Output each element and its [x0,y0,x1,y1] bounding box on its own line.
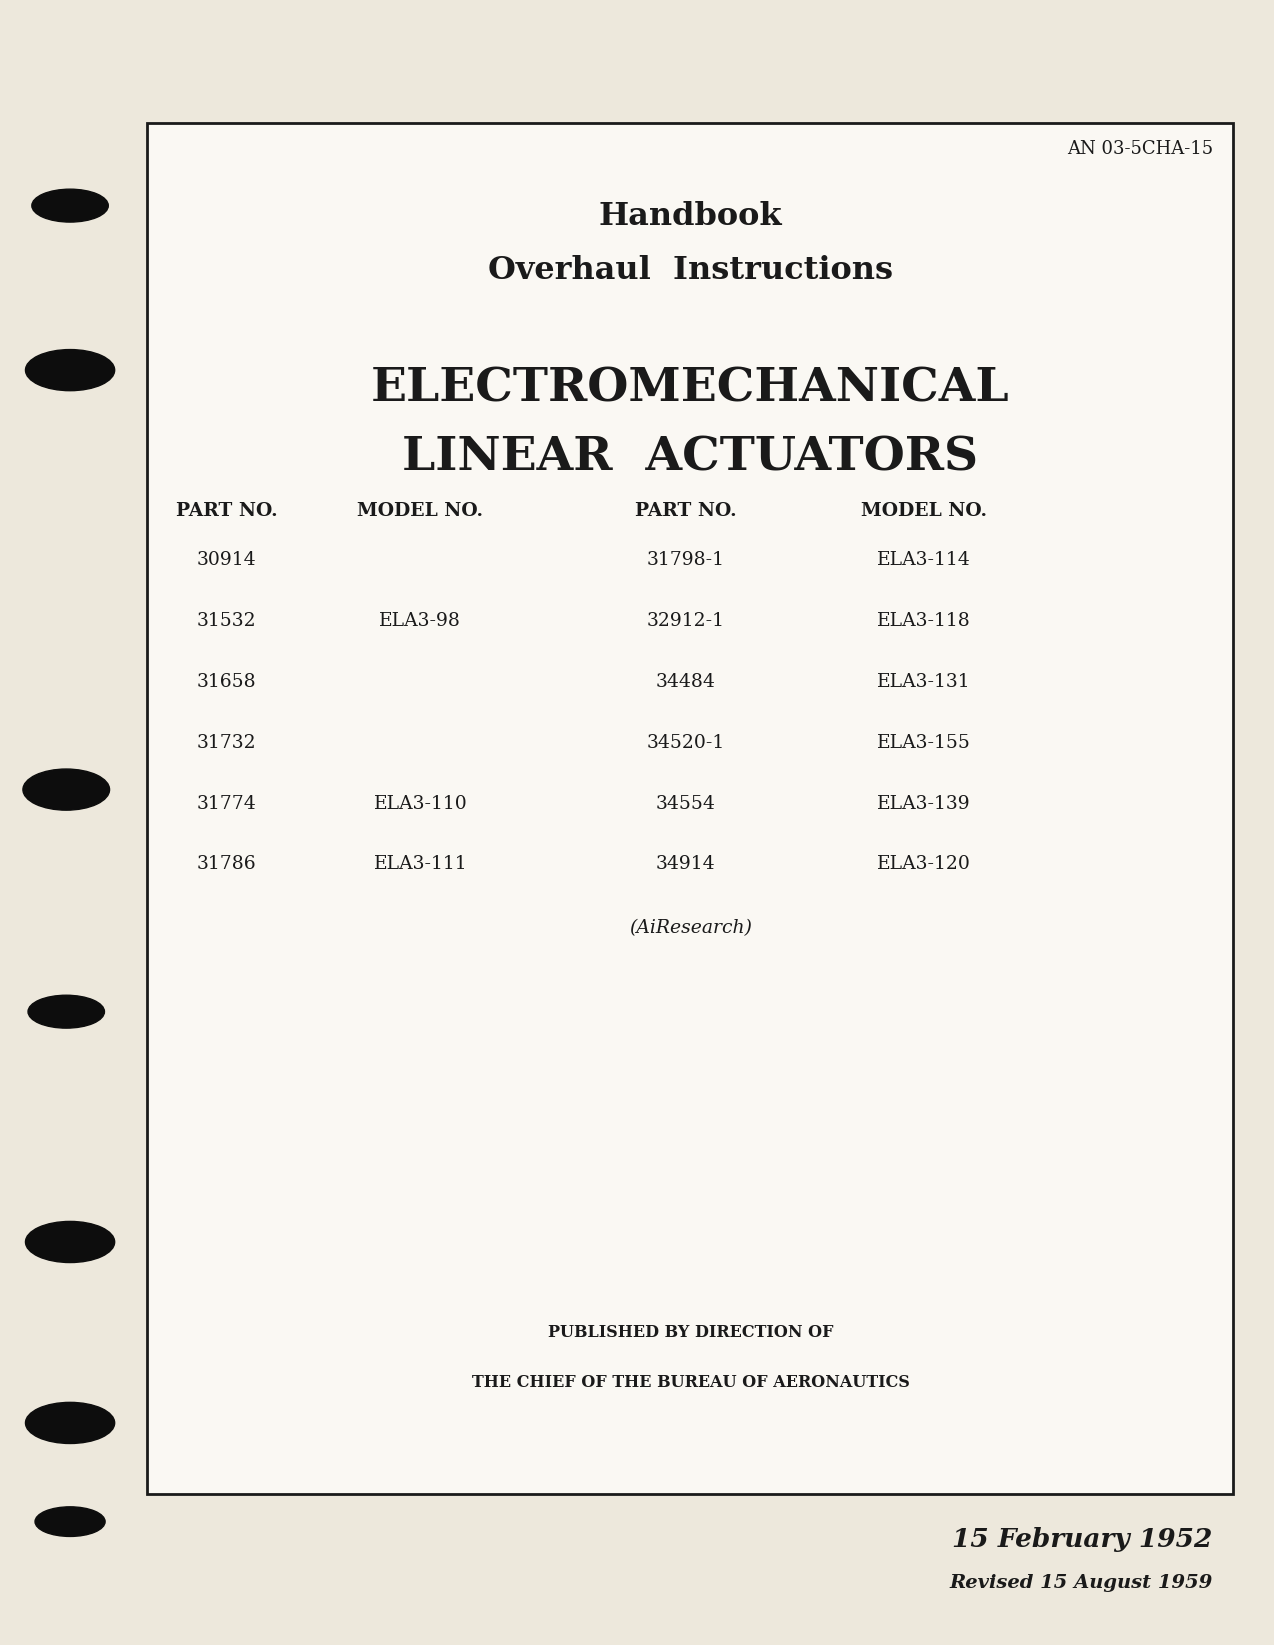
Text: PUBLISHED BY DIRECTION OF: PUBLISHED BY DIRECTION OF [548,1324,833,1341]
Ellipse shape [32,189,108,222]
Text: 31786: 31786 [197,855,256,873]
Text: 34484: 34484 [656,673,715,691]
Text: Handbook: Handbook [599,201,782,232]
Text: 32912-1: 32912-1 [646,612,725,630]
Text: AN 03-5CHA-15: AN 03-5CHA-15 [1066,140,1213,158]
Bar [147,123,1233,1494]
Text: MODEL NO.: MODEL NO. [861,502,986,520]
Ellipse shape [25,349,115,390]
Text: PART NO.: PART NO. [176,502,278,520]
Ellipse shape [25,1402,115,1444]
Text: PART NO.: PART NO. [634,502,736,520]
Text: ELA3-131: ELA3-131 [877,673,971,691]
Text: ELA3-111: ELA3-111 [373,855,468,873]
Text: 30914: 30914 [197,551,256,569]
Text: 34554: 34554 [656,795,715,813]
Text: ELA3-120: ELA3-120 [877,855,971,873]
Text: MODEL NO.: MODEL NO. [358,502,483,520]
Ellipse shape [25,1221,115,1263]
Text: ELA3-114: ELA3-114 [877,551,971,569]
Ellipse shape [36,1507,106,1536]
Text: 31774: 31774 [197,795,256,813]
Text: ELA3-118: ELA3-118 [877,612,971,630]
Text: 31658: 31658 [197,673,256,691]
Text: LINEAR  ACTUATORS: LINEAR ACTUATORS [403,434,978,480]
Text: 31532: 31532 [197,612,256,630]
Text: 34520-1: 34520-1 [646,734,725,752]
Text: 15 February 1952: 15 February 1952 [953,1527,1213,1551]
Text: Revised 15 August 1959: Revised 15 August 1959 [949,1574,1213,1592]
Text: Overhaul  Instructions: Overhaul Instructions [488,255,893,286]
Text: ELA3-139: ELA3-139 [877,795,971,813]
Text: ELECTROMECHANICAL: ELECTROMECHANICAL [371,365,1010,411]
Text: 31732: 31732 [197,734,256,752]
Text: 34914: 34914 [656,855,715,873]
Text: THE CHIEF OF THE BUREAU OF AERONAUTICS: THE CHIEF OF THE BUREAU OF AERONAUTICS [471,1374,910,1390]
Text: 31798-1: 31798-1 [646,551,725,569]
Ellipse shape [28,995,104,1028]
Ellipse shape [23,770,110,809]
Text: (AiResearch): (AiResearch) [629,920,752,938]
Text: ELA3-155: ELA3-155 [877,734,971,752]
Text: ELA3-98: ELA3-98 [380,612,461,630]
Text: ELA3-110: ELA3-110 [373,795,468,813]
